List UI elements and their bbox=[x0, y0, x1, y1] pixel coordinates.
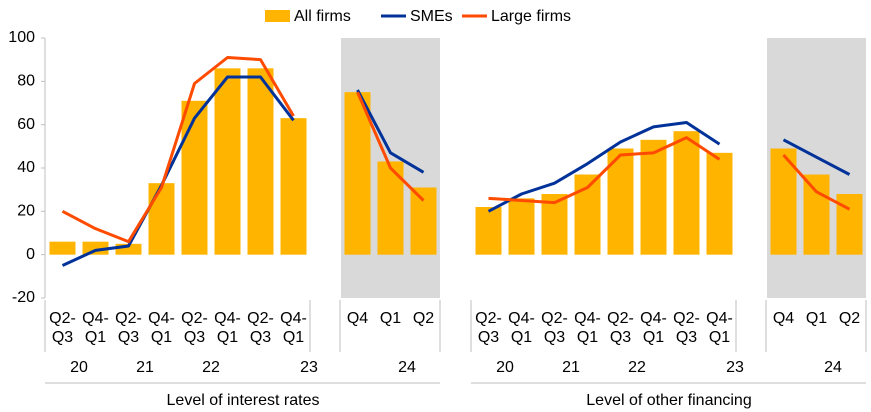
legend-label: All firms bbox=[294, 8, 351, 25]
legend-swatch bbox=[265, 10, 290, 22]
x-tick-label: Q2- Q3 bbox=[181, 310, 208, 346]
year-label: 24 bbox=[824, 359, 842, 376]
bar bbox=[214, 68, 241, 255]
bar bbox=[803, 174, 830, 255]
y-tick-label: 0 bbox=[26, 246, 35, 263]
x-tick-label: Q4 bbox=[346, 310, 369, 327]
line-series bbox=[61, 56, 295, 244]
year-label: 21 bbox=[562, 359, 580, 376]
x-tick-label: Q4- Q1 bbox=[148, 310, 175, 346]
bar bbox=[607, 148, 634, 255]
bar bbox=[508, 198, 535, 255]
y-tick-label: 100 bbox=[8, 29, 35, 46]
x-tick-label: Q2- Q3 bbox=[541, 310, 568, 346]
y-tick-label: 20 bbox=[17, 203, 35, 220]
bar bbox=[148, 183, 175, 255]
x-tick-label: Q4- Q1 bbox=[214, 310, 241, 346]
x-tick-label: Q1 bbox=[805, 310, 828, 327]
bar bbox=[640, 139, 667, 255]
year-label: 22 bbox=[628, 359, 646, 376]
x-tick-label: Q4- Q1 bbox=[574, 310, 601, 346]
x-axis-title: Level of other financing costs bbox=[586, 392, 752, 412]
legend-label: SMEs bbox=[410, 8, 453, 25]
x-tick-label: Q4- Q1 bbox=[640, 310, 667, 346]
x-tick-label: Q2 bbox=[838, 310, 861, 327]
x-tick-label: Q4- Q1 bbox=[508, 310, 535, 346]
year-label: 20 bbox=[496, 359, 514, 376]
x-tick-label: Q2- Q3 bbox=[247, 310, 274, 346]
bar bbox=[280, 118, 307, 255]
bar bbox=[82, 241, 109, 255]
bar bbox=[181, 100, 208, 255]
bar bbox=[410, 187, 437, 255]
year-label: 24 bbox=[398, 359, 416, 376]
x-tick-label: Q4- Q1 bbox=[706, 310, 733, 346]
year-label: 22 bbox=[202, 359, 220, 376]
x-tick-label: Q2- Q3 bbox=[115, 310, 142, 346]
line-series bbox=[61, 75, 295, 267]
bar bbox=[475, 207, 502, 255]
year-label: 23 bbox=[300, 359, 318, 376]
x-tick-label: Q2- Q3 bbox=[49, 310, 76, 346]
x-tick-label: Q2- Q3 bbox=[607, 310, 634, 346]
y-tick-label: -20 bbox=[12, 289, 35, 306]
bar bbox=[247, 68, 274, 255]
year-label: 23 bbox=[726, 359, 744, 376]
legend-label: Large firms bbox=[491, 8, 571, 25]
x-tick-label: Q4- Q1 bbox=[82, 310, 109, 346]
y-tick-label: 40 bbox=[17, 159, 35, 176]
bar bbox=[706, 152, 733, 255]
year-label: 20 bbox=[70, 359, 88, 376]
y-tick-label: 80 bbox=[17, 73, 35, 90]
line-series bbox=[356, 91, 425, 202]
bar bbox=[115, 243, 142, 255]
x-tick-label: Q2- Q3 bbox=[673, 310, 700, 346]
bar bbox=[673, 131, 700, 255]
x-tick-label: Q4- Q1 bbox=[280, 310, 307, 346]
bar bbox=[344, 92, 371, 255]
x-tick-label: Q4 bbox=[772, 310, 795, 327]
x-tick-label: Q1 bbox=[379, 310, 402, 327]
line-series bbox=[356, 89, 425, 174]
line-series bbox=[488, 136, 721, 205]
y-tick-label: 60 bbox=[17, 116, 35, 133]
x-tick-label: Q2- Q3 bbox=[475, 310, 502, 346]
line-series bbox=[487, 121, 721, 213]
bar bbox=[49, 241, 76, 255]
line-series bbox=[782, 153, 851, 211]
line-series bbox=[782, 138, 851, 176]
x-axis-title: Level of interest rates bbox=[166, 392, 320, 409]
x-tick-label: Q2 bbox=[412, 310, 435, 327]
year-label: 21 bbox=[136, 359, 154, 376]
